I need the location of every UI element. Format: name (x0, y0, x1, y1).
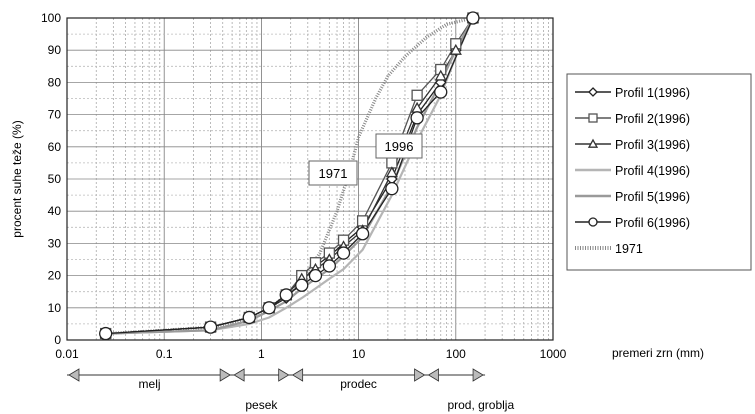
annotation-box (375, 133, 423, 159)
y-tick-label: 50 (48, 172, 62, 186)
size-class-label: pesek (245, 398, 278, 412)
legend-label: Profil 1(1996) (615, 86, 690, 100)
x-tick-label: 0.01 (55, 347, 79, 361)
size-class-arrow (219, 368, 231, 382)
annotation-box (308, 160, 358, 186)
y-tick-label: 30 (48, 236, 62, 250)
data-point (588, 87, 598, 97)
x-tick-label: 100 (446, 347, 466, 361)
y-tick-label: 0 (54, 333, 61, 347)
size-class-arrow (291, 368, 304, 382)
series-line (105, 16, 474, 336)
size-class-label: melj (139, 377, 161, 391)
legend-label: Profil 3(1996) (615, 138, 690, 152)
size-class-label: prodec (340, 377, 377, 391)
y-tick-label: 80 (48, 75, 62, 89)
y-tick-label: 70 (48, 108, 62, 122)
y-axis-label: procent suhe teže (%) (10, 120, 24, 237)
legend-label: 1971 (615, 242, 643, 256)
data-point (385, 166, 398, 178)
data-point (588, 113, 598, 123)
annotation-label: 1971 (319, 166, 348, 181)
legend (566, 73, 752, 271)
data-point (242, 310, 256, 325)
legend-label: Profil 5(1996) (615, 190, 690, 204)
size-class-arrow (472, 368, 484, 382)
legend-label: Profil 4(1996) (615, 164, 690, 178)
data-point (385, 182, 399, 196)
series-line (105, 17, 474, 335)
annotation-label: 1996 (385, 139, 414, 154)
y-tick-label: 100 (41, 11, 61, 25)
plot-frame (66, 17, 554, 341)
y-tick-label: 20 (48, 269, 62, 283)
data-point (279, 288, 293, 302)
data-point (322, 259, 336, 273)
size-class-arrow (427, 368, 439, 382)
size-class-arrow (414, 368, 426, 382)
y-tick-label: 10 (48, 301, 62, 315)
data-point (434, 69, 447, 81)
data-point (434, 85, 448, 99)
data-point (587, 138, 599, 148)
legend-label: Profil 6(1996) (615, 216, 690, 230)
data-point (336, 246, 351, 260)
x-axis-label: premeri zrn (mm) (612, 346, 704, 360)
x-tick-label: 1000 (540, 347, 567, 361)
x-tick-label: 0.1 (156, 347, 173, 361)
data-point (411, 89, 423, 101)
data-point (295, 278, 309, 292)
size-class-arrow (278, 368, 290, 382)
y-tick-label: 40 (48, 204, 62, 218)
legend-label: Profil 2(1996) (615, 112, 690, 126)
data-point (99, 326, 113, 341)
data-point (466, 11, 480, 25)
data-point (308, 268, 323, 283)
y-tick-label: 90 (48, 43, 62, 57)
data-point (410, 111, 424, 125)
x-tick-label: 1 (258, 347, 265, 361)
data-point (355, 227, 370, 241)
x-tick-label: 10 (352, 347, 366, 361)
size-class-arrow (68, 368, 80, 382)
y-tick-label: 60 (48, 140, 62, 154)
size-class-arrow (233, 368, 245, 382)
data-point (449, 43, 462, 55)
data-point (262, 301, 276, 315)
data-point (203, 320, 218, 334)
data-point (588, 217, 598, 227)
size-class-label: prod, groblja (447, 398, 514, 412)
